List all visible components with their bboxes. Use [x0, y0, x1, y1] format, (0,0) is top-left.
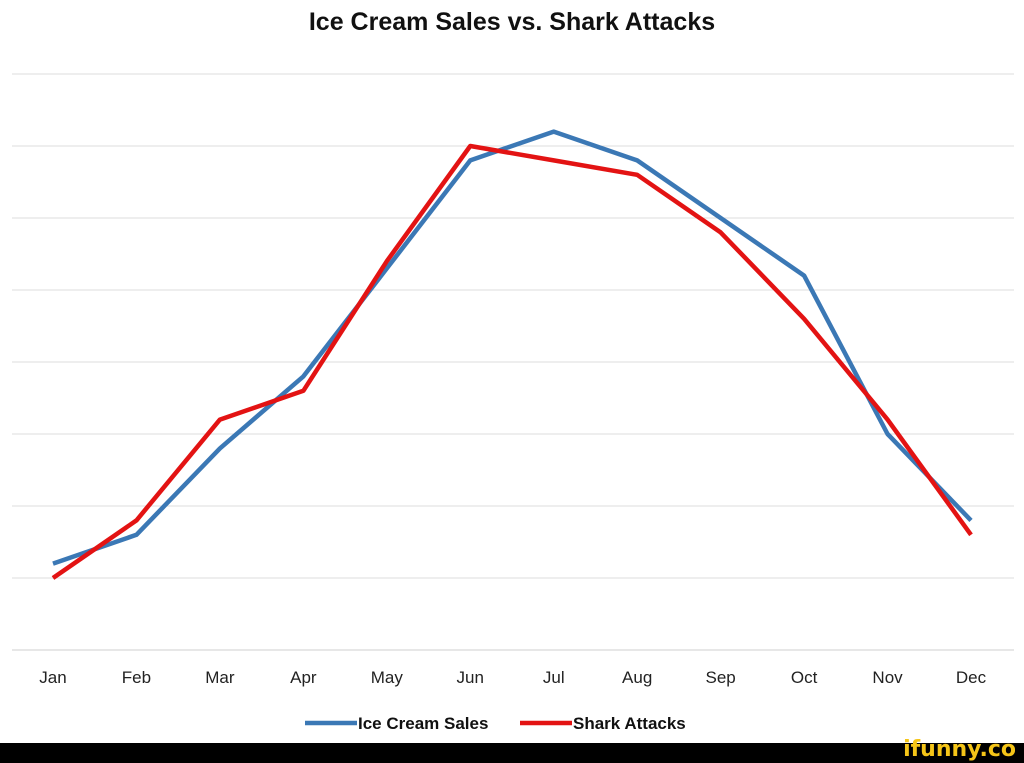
x-tick-label: Jul [543, 668, 565, 687]
x-tick-label: Aug [622, 668, 652, 687]
x-tick-label: Jan [39, 668, 66, 687]
series-line-0 [52, 129, 973, 566]
series-line-1 [51, 143, 973, 580]
x-tick-label: Dec [956, 668, 987, 687]
x-tick-label: Apr [290, 668, 317, 687]
legend-label: Ice Cream Sales [358, 714, 488, 733]
x-tick-label: Mar [205, 668, 235, 687]
footer-bar: ifunny.co [0, 737, 1024, 763]
chart-title: Ice Cream Sales vs. Shark Attacks [308, 8, 716, 36]
x-tick-label: Oct [791, 668, 818, 687]
x-tick-label: Nov [872, 668, 903, 687]
x-tick-label: May [371, 668, 404, 687]
legend-label: Shark Attacks [573, 714, 686, 733]
x-tick-label: Feb [122, 668, 151, 687]
line-chart: Jan Feb Mar Apr May Jun Jul Aug Sep Oct Nov Dec Ice … [12, 73, 1014, 733]
x-tick-label: Jun [457, 668, 484, 687]
watermark: ifunny.co [903, 737, 1016, 762]
x-tick-label: Sep [706, 668, 736, 687]
